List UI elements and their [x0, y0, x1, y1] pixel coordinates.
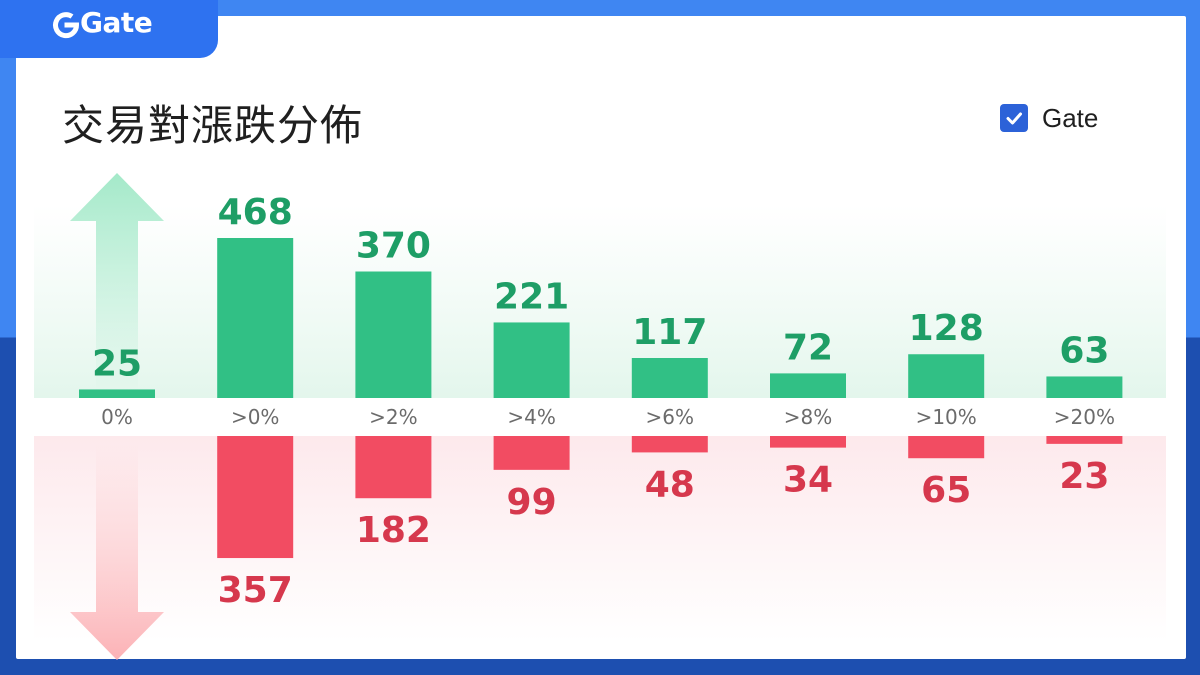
data-label-down: 357: [218, 570, 293, 611]
data-label-up: 468: [218, 192, 293, 233]
x-tick-label: >6%: [646, 405, 695, 429]
up-zone-background: [34, 205, 1166, 398]
x-tick-label: >0%: [231, 405, 280, 429]
bar-up: [217, 238, 294, 398]
data-label-up: 63: [1059, 330, 1109, 371]
down-zone-background: [34, 436, 1166, 641]
x-tick-label: >4%: [507, 405, 556, 429]
chart-title: 交易對漲跌分佈: [62, 101, 364, 150]
data-label-up: 72: [783, 327, 833, 368]
bar-down: [1046, 436, 1123, 444]
data-label-up: 117: [632, 312, 707, 353]
bar-up: [355, 271, 432, 398]
x-tick-label: >8%: [784, 405, 833, 429]
data-label-down: 182: [356, 510, 431, 551]
bar-down: [631, 436, 708, 453]
x-tick-label: >2%: [369, 405, 418, 429]
bar-up: [631, 358, 708, 398]
bar-down: [355, 436, 432, 499]
data-label-down: 23: [1059, 456, 1109, 497]
data-label-down: 34: [783, 460, 833, 501]
x-tick-label: 0%: [101, 405, 133, 429]
bar-down: [908, 436, 985, 459]
legend-label: Gate: [1042, 102, 1099, 133]
bar-up: [79, 389, 155, 398]
brand-logo: Gate: [0, 0, 218, 58]
legend[interactable]: Gate: [1000, 102, 1098, 134]
data-label-up: 370: [356, 226, 431, 267]
x-tick-label: >10%: [916, 405, 977, 429]
legend-checkbox[interactable]: [1000, 104, 1028, 132]
data-label-up: 128: [909, 308, 984, 349]
bar-up: [908, 354, 985, 398]
bar-up: [493, 322, 570, 398]
data-label-up: 25: [92, 343, 142, 384]
checkmark-icon: [1006, 112, 1022, 125]
bar-down: [770, 436, 846, 448]
down-arrow-icon: [70, 444, 164, 660]
bar-up: [1046, 376, 1123, 398]
up-arrow-icon: [70, 173, 164, 392]
bar-up: [770, 373, 846, 398]
gate-logo-icon: [53, 12, 80, 39]
data-label-up: 221: [494, 276, 569, 317]
brand-name: Gate: [80, 6, 153, 39]
bar-down: [493, 436, 570, 470]
data-label-down: 48: [645, 464, 695, 505]
bar-down: [217, 436, 294, 559]
data-label-down: 99: [507, 482, 557, 523]
x-tick-label: >20%: [1054, 405, 1115, 429]
data-label-down: 65: [921, 470, 971, 511]
